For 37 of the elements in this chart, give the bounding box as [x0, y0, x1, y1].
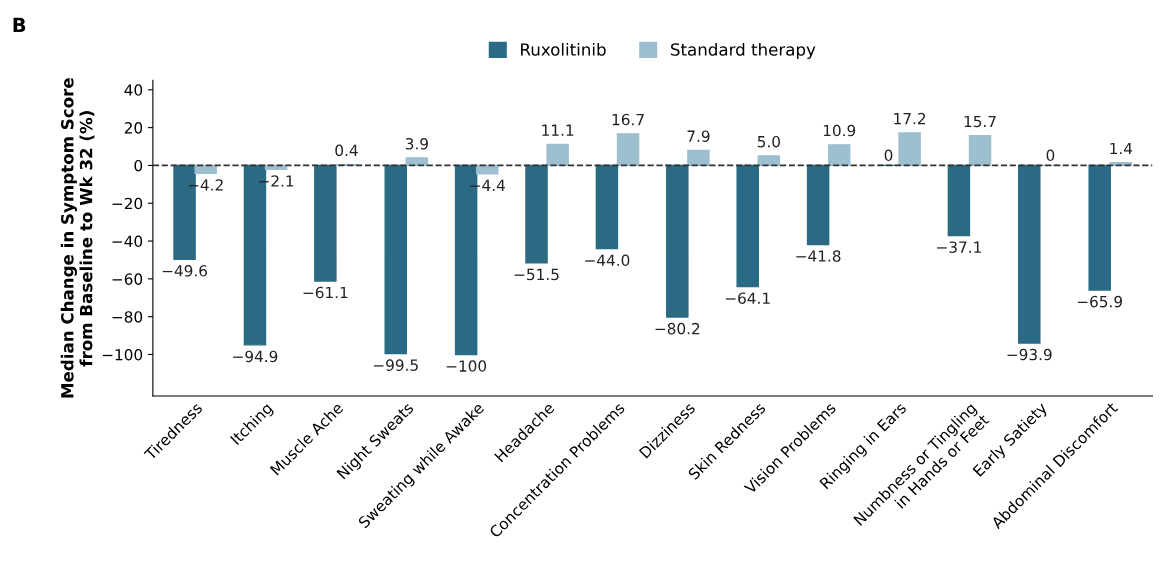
y-tick-label: 0 [134, 159, 143, 172]
data-label: −37.1 [937, 241, 981, 253]
data-label: 16.7 [612, 113, 644, 126]
data-label: −44.0 [585, 254, 630, 266]
data-label: 1.4 [1110, 142, 1133, 155]
y-axis-title: Median Change in Symptom Score from Baseline to Wk 32 (%) [60, 78, 95, 398]
data-label: −64.1 [725, 292, 770, 304]
data-label: 5.0 [757, 135, 780, 148]
data-label: −99.5 [373, 359, 418, 371]
data-label: −80.2 [655, 322, 700, 335]
data-label: 0.4 [335, 144, 358, 157]
data-label: 0 [884, 149, 893, 162]
y-tick-label: 40 [124, 84, 143, 96]
data-label: 0 [1046, 149, 1055, 162]
data-label: −93.9 [1007, 348, 1052, 361]
data-label: 7.9 [687, 130, 710, 142]
y-tick-label: 20 [124, 122, 143, 134]
data-label: −49.6 [162, 265, 207, 277]
data-label: −51.5 [514, 268, 559, 281]
text: B [13, 17, 26, 32]
data-label: 11.1 [542, 124, 574, 136]
data-label: 3.9 [405, 137, 428, 150]
data-label: 17.2 [894, 112, 926, 125]
data-label: 10.9 [823, 124, 856, 137]
y-tick-label: −40 [112, 235, 143, 248]
legend-label: Standard therapy [671, 42, 816, 60]
data-label: −61.1 [303, 286, 348, 299]
data-label: −94.9 [233, 350, 278, 363]
data-label: 15.7 [964, 115, 996, 128]
data-label: −65.9 [1077, 295, 1123, 308]
data-label: −41.8 [796, 250, 841, 262]
y-tick-label: −100 [102, 348, 143, 361]
data-label: −100 [446, 360, 487, 372]
y-tick-label: −80 [112, 311, 143, 323]
legend-label: Ruxolitinib [521, 42, 606, 56]
y-tick-label: −60 [112, 273, 143, 285]
y-tick-label: −20 [112, 197, 143, 210]
